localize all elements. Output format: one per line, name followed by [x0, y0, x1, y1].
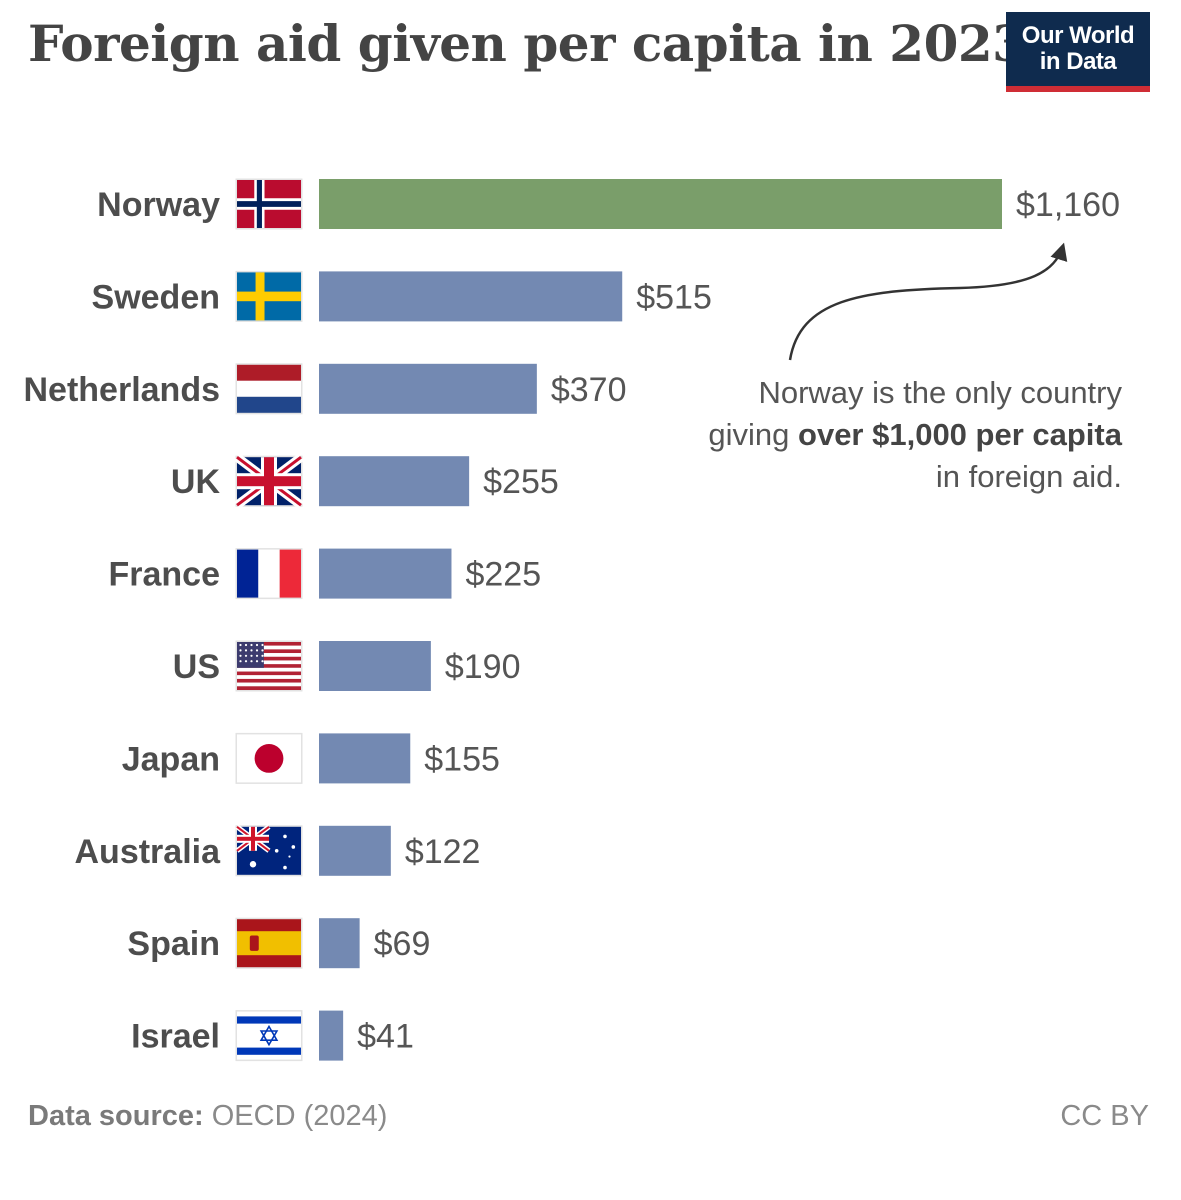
- value-label: $225: [465, 556, 541, 594]
- logo-line-1: Our World: [1021, 22, 1135, 49]
- us-flag-icon: [235, 640, 303, 692]
- israel-flag-icon: [235, 1010, 303, 1062]
- category-label: France: [109, 556, 221, 594]
- value-label: $370: [551, 371, 627, 409]
- annotation-line-1: Norway is the only country: [758, 375, 1122, 410]
- bar-australia: [319, 825, 391, 876]
- owid-logo[interactable]: Our World in Data: [1006, 12, 1150, 92]
- license-label: CC BY: [1060, 1100, 1149, 1132]
- bar-row-japan: Japan $155: [122, 732, 500, 784]
- bar-spain: [319, 918, 360, 969]
- bar-uk: [319, 456, 470, 507]
- bar-row-sweden: Sweden $515: [92, 270, 712, 322]
- category-label: Spain: [127, 925, 220, 963]
- france-flag-icon: [235, 548, 303, 600]
- sweden-flag-icon: [235, 270, 303, 322]
- bar-row-australia: Australia $122: [75, 824, 481, 877]
- value-label: $190: [445, 648, 521, 686]
- norway-flag-icon: [235, 178, 303, 230]
- annotation-arrow: [788, 242, 1068, 361]
- bar-row-spain: Spain $69: [127, 917, 431, 969]
- japan-flag-icon: [235, 732, 303, 784]
- bar-norway: [319, 179, 1002, 229]
- bar-row-netherlands: Netherlands $370: [24, 363, 627, 415]
- logo-line-2: in Data: [1039, 48, 1117, 75]
- data-source-value: OECD (2024): [211, 1100, 388, 1132]
- chart-title: Foreign aid given per capita in 2023: [28, 14, 1027, 73]
- bar-netherlands: [319, 363, 537, 414]
- category-label: UK: [171, 463, 221, 501]
- category-label: Australia: [75, 833, 222, 871]
- bar-row-norway: Norway $1,160: [97, 178, 1120, 230]
- norway-annotation: Norway is the only country giving over $…: [602, 372, 1122, 498]
- uk-flag-icon: [234, 453, 304, 509]
- australia-flag-icon: [235, 824, 303, 877]
- value-label: $1,160: [1016, 186, 1120, 224]
- category-label: US: [173, 648, 220, 686]
- value-label: $255: [483, 463, 559, 501]
- bar-row-israel: Israel $41: [131, 1010, 414, 1062]
- category-label: Israel: [131, 1018, 220, 1056]
- value-label: $69: [374, 925, 431, 963]
- bar-france: [319, 548, 452, 599]
- category-label: Sweden: [92, 278, 220, 316]
- value-label: $122: [405, 833, 481, 871]
- category-label: Japan: [122, 740, 220, 778]
- value-label: $155: [424, 740, 500, 778]
- value-label: $41: [357, 1018, 414, 1056]
- bar-row-uk: UK $255: [171, 453, 559, 509]
- data-source: Data source: OECD (2024): [28, 1100, 387, 1133]
- category-label: Netherlands: [24, 371, 221, 409]
- netherlands-flag-icon: [235, 363, 303, 415]
- annotation-line-2-text: giving: [708, 417, 799, 452]
- bar-chart: Norway $1,160 Sweden $515 Netherlands $370 UK $…: [24, 178, 1120, 1062]
- value-label: $515: [636, 278, 712, 316]
- data-source-label: Data source:: [28, 1100, 204, 1132]
- category-label: Norway: [97, 186, 220, 224]
- annotation-emphasis: over $1,000 per capita: [798, 417, 1122, 452]
- bar-row-france: France $225: [109, 548, 541, 600]
- bar-japan: [319, 733, 411, 784]
- bar-us: [319, 641, 431, 691]
- bar-sweden: [319, 271, 623, 322]
- bar-row-us: US $190: [173, 640, 521, 692]
- spain-flag-icon: [235, 917, 303, 969]
- bar-israel: [319, 1010, 344, 1061]
- annotation-line-2: giving over $1,000 per capita: [602, 414, 1122, 456]
- annotation-line-3: in foreign aid.: [935, 459, 1122, 494]
